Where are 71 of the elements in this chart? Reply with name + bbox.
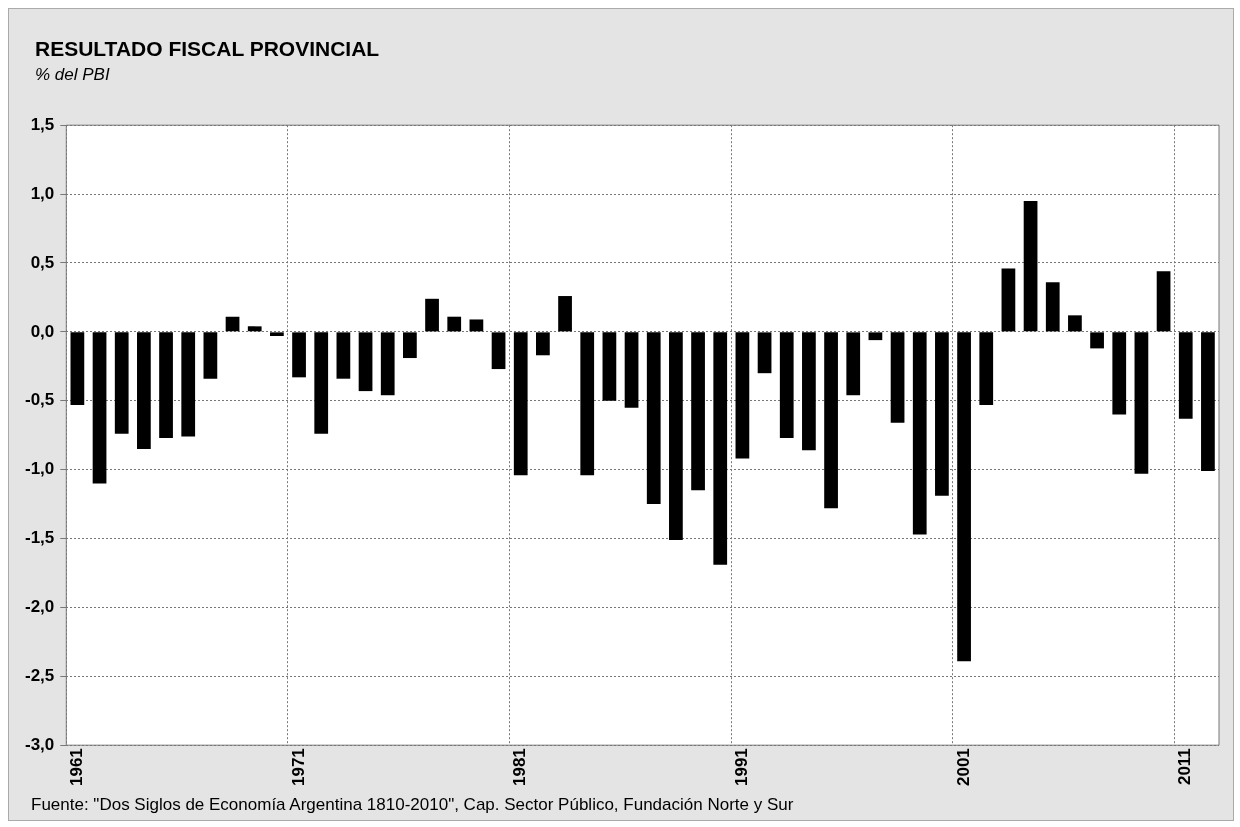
bar xyxy=(336,332,351,379)
y-tick-label: 1,0 xyxy=(30,183,55,203)
bar xyxy=(447,316,462,332)
bar xyxy=(846,332,861,396)
bar xyxy=(225,316,240,332)
bar xyxy=(691,332,705,491)
bar xyxy=(1045,282,1060,332)
bar xyxy=(425,298,439,332)
x-tick-label: 1991 xyxy=(732,748,752,787)
bar xyxy=(580,332,595,476)
bar xyxy=(1178,332,1193,419)
bar xyxy=(314,332,329,434)
bar xyxy=(137,332,151,449)
bar xyxy=(1201,332,1215,472)
y-tick-label: -1,0 xyxy=(25,459,55,479)
bar xyxy=(181,332,196,437)
bar xyxy=(979,332,994,405)
bar xyxy=(1090,332,1104,349)
y-tick-label: 0,0 xyxy=(30,321,55,341)
y-tick-label: 1,5 xyxy=(30,114,55,134)
x-tick-label: 2011 xyxy=(1175,748,1195,786)
bar xyxy=(203,332,218,379)
y-tick-label: 0,5 xyxy=(30,252,55,272)
chart-title: RESULTADO FISCAL PROVINCIAL xyxy=(35,37,380,61)
bar xyxy=(824,332,838,509)
bar xyxy=(1156,271,1171,332)
bar xyxy=(779,332,794,438)
bar xyxy=(247,326,262,332)
bar xyxy=(1134,332,1149,474)
bar xyxy=(957,332,971,662)
x-tick-label: 1971 xyxy=(288,748,308,787)
bar xyxy=(114,332,129,434)
x-tick-label: 1981 xyxy=(510,748,530,787)
bar xyxy=(602,332,617,401)
bar xyxy=(469,319,484,332)
bar xyxy=(491,332,506,370)
bar xyxy=(380,332,395,396)
bar xyxy=(513,332,528,476)
x-tick-label: 2001 xyxy=(953,748,973,787)
bar xyxy=(868,332,883,341)
bar xyxy=(159,332,173,438)
x-tick-label: 1961 xyxy=(67,748,87,787)
bar xyxy=(270,332,284,336)
bar xyxy=(757,332,772,374)
bar xyxy=(624,332,639,408)
bar xyxy=(358,332,373,392)
bar xyxy=(735,332,750,459)
y-tick-label: -2,0 xyxy=(25,597,55,617)
chart-subtitle: % del PBI xyxy=(35,65,110,85)
bar xyxy=(558,296,572,332)
bar xyxy=(403,332,417,359)
bar xyxy=(669,332,683,540)
bar xyxy=(912,332,927,535)
bar xyxy=(92,332,107,484)
bar xyxy=(1023,200,1038,332)
bar xyxy=(1112,332,1127,415)
bar xyxy=(890,332,905,423)
bar xyxy=(646,332,661,505)
bar xyxy=(292,332,306,378)
y-tick-label: -0,5 xyxy=(25,390,55,410)
bar xyxy=(713,332,728,565)
bar xyxy=(935,332,949,496)
bar xyxy=(1001,268,1016,332)
bar xyxy=(1068,315,1082,332)
y-tick-label: -2,5 xyxy=(25,665,55,685)
bar xyxy=(70,332,85,405)
bar xyxy=(802,332,816,451)
y-tick-label: -3,0 xyxy=(25,734,55,754)
source-note: Fuente: "Dos Siglos de Economía Argentina 1810-2010", Cap. Sector Público, Fundación Norte y Sur xyxy=(31,795,794,815)
y-tick-label: -1,5 xyxy=(25,528,55,548)
bar xyxy=(536,332,550,356)
